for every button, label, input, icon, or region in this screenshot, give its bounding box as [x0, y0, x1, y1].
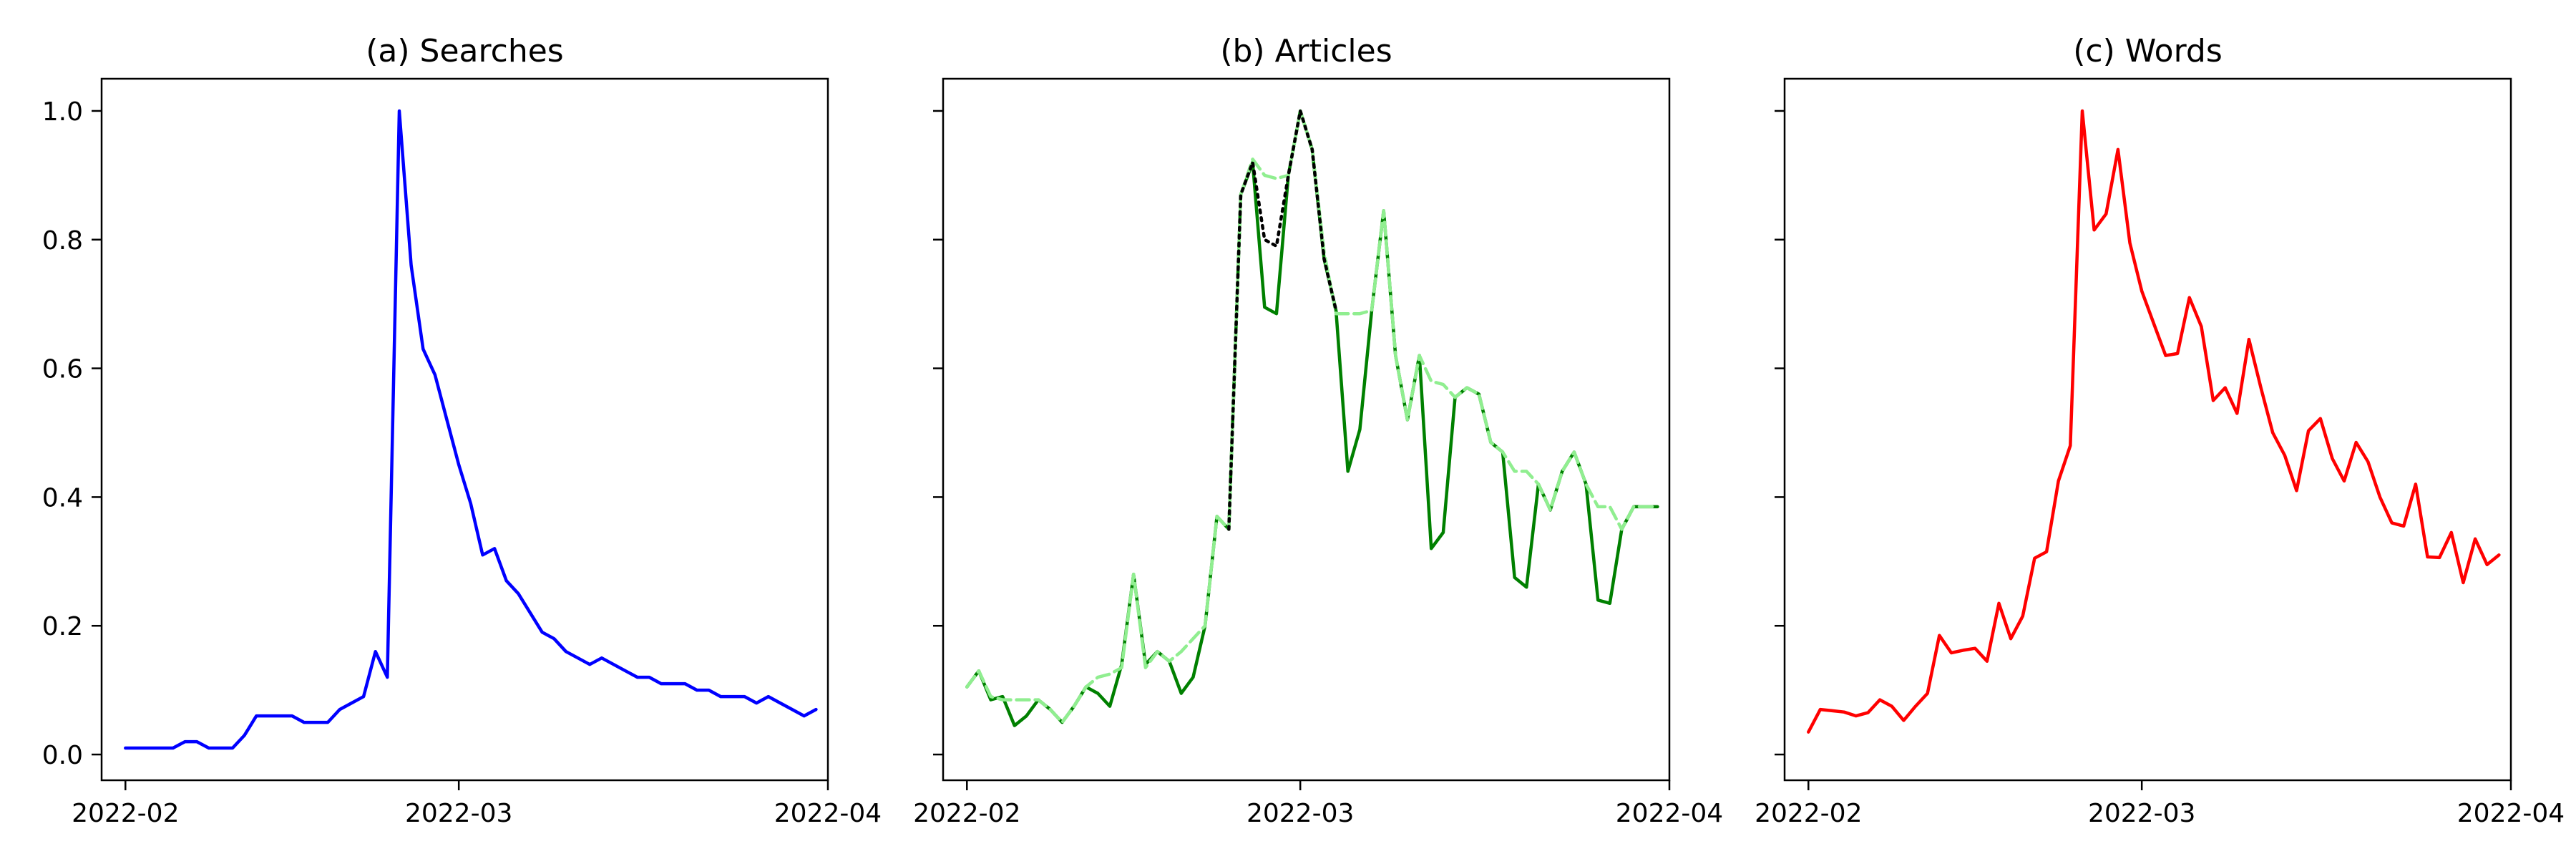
y-tick-label: 0.6: [42, 355, 83, 384]
x-tick-label: 2022-04: [2457, 799, 2565, 828]
x-tick-label: 2022-02: [1755, 799, 1862, 828]
y-tick-label: 0.2: [42, 612, 83, 641]
panel-title: (a) Searches: [366, 33, 563, 69]
x-tick-label: 2022-03: [1246, 799, 1354, 828]
panel-title: (c) Words: [2073, 33, 2223, 69]
axes-frame: [1783, 77, 2512, 782]
x-tick-label: 2022-04: [774, 799, 882, 828]
x-tick-label: 2022-02: [72, 799, 179, 828]
series-group: [124, 109, 818, 750]
x-tick-label: 2022-02: [913, 799, 1020, 828]
y-tick-label: 1.0: [42, 97, 83, 127]
x-tick-label: 2022-03: [405, 799, 512, 828]
axes-frame: [942, 77, 1671, 782]
series-line-1: [1807, 109, 2501, 734]
axes-frame: [100, 77, 829, 782]
series-line-1: [124, 109, 818, 750]
y-tick-label: 0.8: [42, 226, 83, 256]
panel-1: (a) Searches 0.0 0.2 0.4 0.6 0.8 1.0 2022-02 202…: [42, 33, 882, 828]
panel-2: (b) Articles 2022-02 2022-03 2022-04: [913, 33, 1723, 828]
y-tick-label: 0.4: [42, 483, 83, 513]
series-group: [1807, 109, 2501, 734]
series-line-3: [1227, 109, 1338, 531]
y-tick-label: 0.0: [42, 741, 83, 770]
panel-3: (c) Words 2022-02 2022-03 2022-04: [1755, 33, 2565, 828]
x-tick-label: 2022-04: [1616, 799, 1723, 828]
panel-title: (b) Articles: [1220, 33, 1392, 69]
series-group: [965, 109, 1659, 727]
x-tick-label: 2022-03: [2088, 799, 2195, 828]
